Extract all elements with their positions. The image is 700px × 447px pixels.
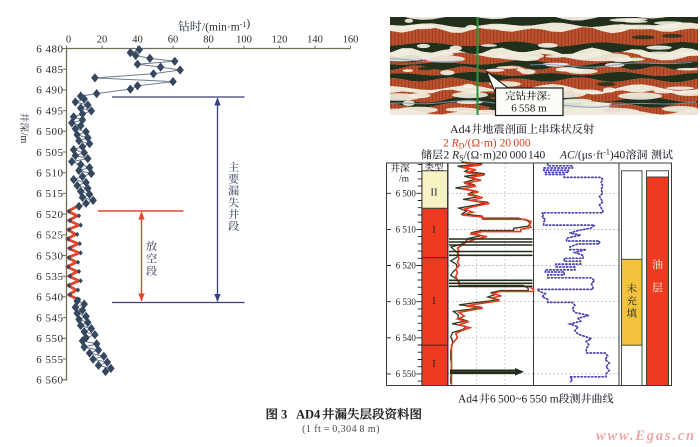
svg-text:2 RD/(Ω·m)20 000: 2 RD/(Ω·m) 20 000 (443, 138, 531, 151)
svg-text:140: 140 (307, 35, 323, 46)
svg-text:40: 40 (132, 35, 143, 46)
svg-text:6 560: 6 560 (36, 375, 63, 387)
svg-text:Ad4: Ad4 (458, 394, 478, 406)
svg-text:6 550: 6 550 (396, 369, 417, 379)
svg-text:20: 20 (97, 35, 108, 46)
svg-text:6 510: 6 510 (36, 168, 63, 180)
svg-text:2 RS/(Ω·m)20 000: 2 RS/(Ω·m)20 000 (444, 150, 528, 163)
svg-text:6 500~6 550 m: 6 500~6 550 m (490, 394, 559, 406)
svg-text:0: 0 (66, 35, 71, 46)
svg-text:6 520: 6 520 (396, 261, 417, 271)
svg-text:140: 140 (528, 150, 546, 162)
svg-text:3: 3 (281, 408, 287, 422)
svg-text:6 500: 6 500 (36, 126, 63, 138)
svg-text:6 500: 6 500 (396, 189, 417, 199)
svg-text:80: 80 (203, 35, 214, 46)
svg-text:AC/(μs·ft-1)40: AC/(μs·ft-1)40 (559, 148, 626, 162)
svg-text:6 520: 6 520 (36, 209, 63, 221)
svg-text:(1 ft = 0,304 8 m): (1 ft = 0,304 8 m) (302, 424, 380, 435)
svg-text:I: I (432, 295, 436, 307)
svg-text:6 530: 6 530 (396, 297, 417, 307)
svg-text:6 540: 6 540 (36, 292, 63, 304)
svg-text:/m: /m (18, 133, 29, 144)
svg-text:/m: /m (399, 175, 410, 185)
svg-text:6 530: 6 530 (36, 250, 63, 262)
svg-text:6 545: 6 545 (36, 312, 63, 324)
svg-text::: : (548, 92, 551, 103)
svg-text:60: 60 (168, 35, 179, 46)
svg-text:/(min·m-1): /(min·m-1) (202, 18, 250, 34)
svg-text:6 540: 6 540 (396, 333, 417, 343)
svg-text:I: I (432, 224, 436, 236)
svg-text:AD4: AD4 (296, 408, 321, 422)
svg-text:6 490: 6 490 (36, 85, 63, 97)
svg-text:6 480: 6 480 (36, 43, 63, 55)
svg-text:II: II (430, 187, 438, 199)
svg-text:I: I (432, 358, 436, 370)
svg-text:6 555: 6 555 (36, 354, 63, 366)
svg-text:6 550: 6 550 (36, 333, 63, 345)
svg-text:www.Egas.cn: www.Egas.cn (596, 428, 696, 444)
svg-text:120: 120 (272, 35, 288, 46)
svg-text:Ad4: Ad4 (450, 122, 471, 136)
svg-text:6 510: 6 510 (396, 225, 417, 235)
svg-text:6 535: 6 535 (36, 271, 63, 283)
svg-text:6 505: 6 505 (36, 147, 63, 159)
svg-text:6 558 m: 6 558 m (511, 103, 547, 115)
svg-text:6 485: 6 485 (36, 64, 63, 76)
svg-text:100: 100 (236, 35, 252, 46)
svg-text:160: 160 (343, 35, 359, 46)
svg-text:6 515: 6 515 (36, 188, 63, 200)
svg-text:6 525: 6 525 (36, 230, 63, 242)
svg-text:6 495: 6 495 (36, 105, 63, 117)
